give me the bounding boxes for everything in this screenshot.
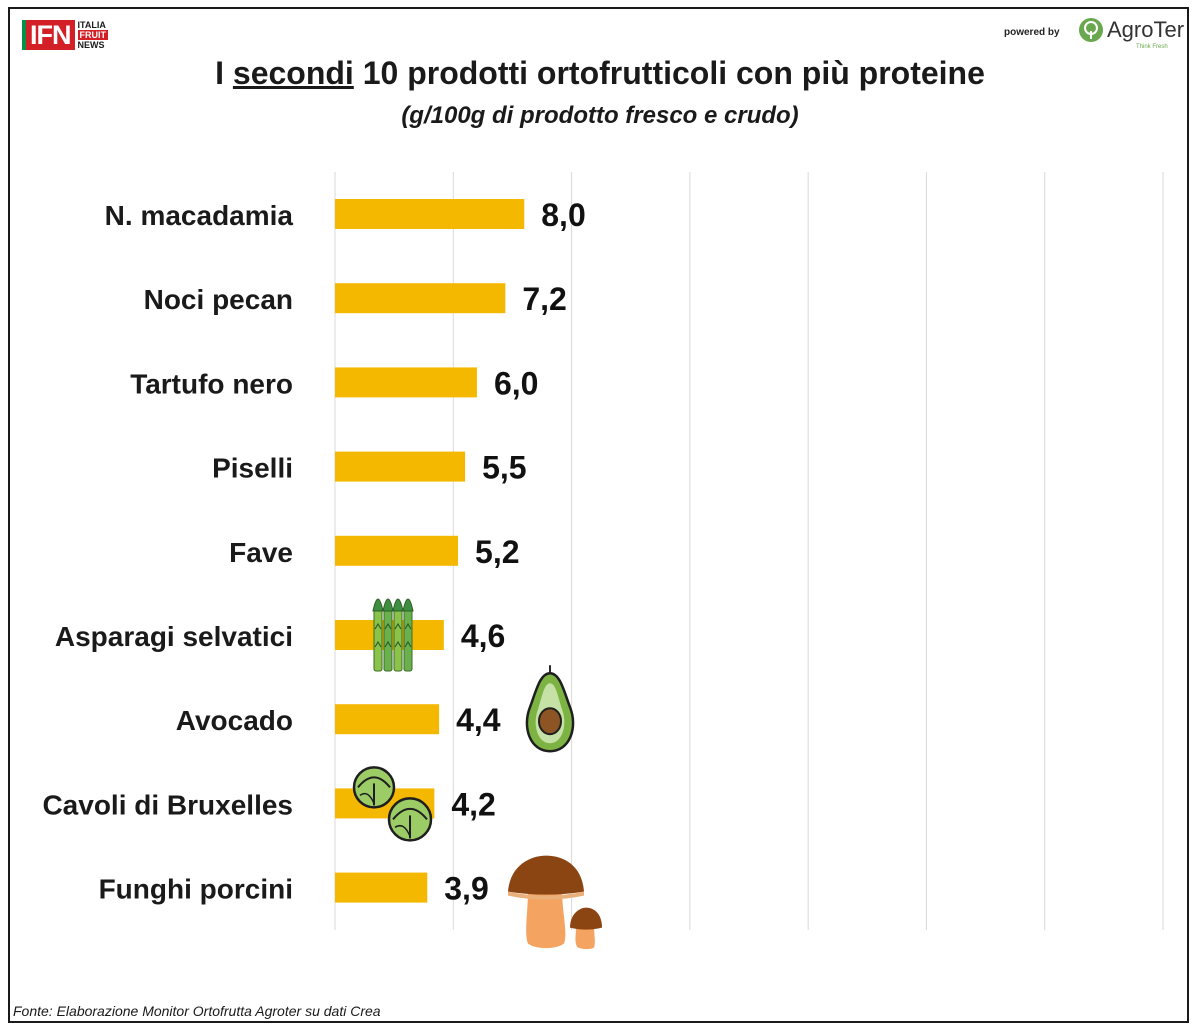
- chart-frame: [8, 7, 1189, 1023]
- chart-subtitle: (g/100g di prodotto fresco e crudo): [401, 102, 799, 129]
- chart-title: I secondi 10 prodotti ortofrutticoli con…: [0, 55, 1200, 92]
- category-label: N. macadamia: [105, 200, 294, 231]
- porcini-mushroom-icon: [508, 855, 602, 950]
- ifn-logo-line3: NEWS: [77, 40, 105, 50]
- value-label: 7,2: [522, 281, 566, 317]
- bar: [335, 451, 466, 482]
- ifn-logo-line1: ITALIA: [77, 20, 106, 30]
- category-label: Cavoli di Bruxelles: [42, 789, 293, 820]
- value-label: 5,2: [475, 534, 519, 570]
- agroter-logo-tagline: Think Fresh: [1136, 44, 1168, 50]
- value-label: 4,2: [451, 786, 495, 822]
- value-label: 4,6: [461, 618, 505, 654]
- category-label: Noci pecan: [144, 284, 293, 315]
- avocado-icon: [525, 665, 575, 753]
- agroter-logo-name: AgroTer: [1107, 17, 1185, 42]
- bar: [335, 535, 459, 566]
- source-note: Fonte: Elaborazione Monitor Ortofrutta A…: [13, 1003, 381, 1019]
- bar: [335, 704, 440, 735]
- title-underlined: secondi: [232, 55, 354, 91]
- bar: [335, 872, 428, 903]
- title-suffix: 10 prodotti ortofrutticoli con più prote…: [353, 55, 985, 91]
- category-label: Funghi porcini: [99, 874, 293, 905]
- tree-icon: [1079, 18, 1103, 42]
- category-label: Asparagi selvatici: [55, 621, 293, 652]
- value-label: 4,4: [456, 702, 501, 738]
- category-label: Fave: [229, 537, 293, 568]
- bar: [335, 199, 525, 229]
- powered-by-label: powered by: [1004, 27, 1060, 38]
- ifn-logo-mark: IFN: [22, 20, 75, 50]
- category-label: Avocado: [176, 705, 293, 736]
- asparagus-icon: [372, 598, 414, 672]
- ifn-logo-text: ITALIA FRUIT NEWS: [77, 20, 108, 50]
- value-label: 3,9: [444, 871, 488, 907]
- bar: [335, 283, 506, 314]
- value-label: 8,0: [541, 197, 585, 233]
- agroter-logo: AgroTer Think Fresh: [1078, 17, 1185, 50]
- category-label: Piselli: [212, 453, 293, 484]
- value-label: 6,0: [494, 365, 538, 401]
- ifn-logo-line2: FRUIT: [77, 30, 108, 40]
- bar: [335, 367, 477, 398]
- brussels-sprouts-icon: [352, 766, 433, 842]
- category-label: Tartufo nero: [130, 368, 293, 399]
- title-prefix: I: [215, 55, 233, 91]
- value-label: 5,5: [482, 450, 526, 486]
- ifn-logo: IFN ITALIA FRUIT NEWS: [22, 20, 108, 50]
